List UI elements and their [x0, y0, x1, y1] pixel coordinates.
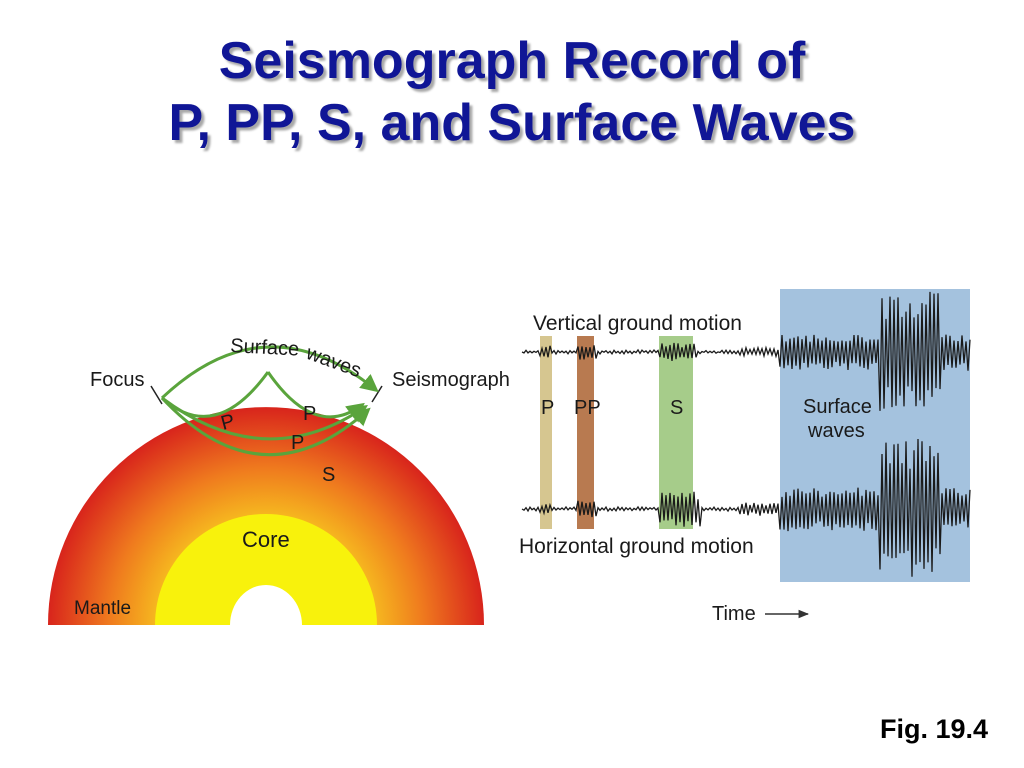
slide-title: Seismograph Record of P, PP, S, and Surf…	[0, 30, 1024, 154]
core-region	[155, 514, 377, 625]
p-wave-band	[540, 336, 552, 529]
surface-band-label-surface: Surface	[803, 396, 872, 418]
seismograph-label: Seismograph	[392, 369, 510, 391]
focus-marker	[150, 385, 163, 405]
core-label: Core	[242, 527, 290, 552]
s-wave-path	[160, 396, 371, 457]
pp-band-label: PP	[574, 397, 601, 419]
horizontal-motion-trace	[521, 438, 971, 577]
surface-waves-label-waves: waves	[302, 342, 364, 382]
time-label: Time	[712, 603, 756, 625]
vertical-motion-trace	[521, 291, 971, 411]
seismogram: Vertical ground motion Horizontal ground…	[519, 289, 971, 625]
surface-waves-label-surface: Surface	[230, 335, 300, 361]
title-line-2: P, PP, S, and Surface Waves	[168, 94, 856, 152]
focus-label: Focus	[90, 369, 144, 391]
p-wave-path	[161, 396, 368, 441]
seismograph-marker	[371, 385, 383, 403]
p-wave-label-1: P	[219, 410, 238, 435]
p-band-label: P	[541, 397, 554, 419]
pp-wave-band	[577, 336, 594, 529]
p-wave-label-3: P	[291, 432, 304, 454]
surface-wave-path	[160, 345, 379, 400]
mantle-label: Mantle	[74, 598, 131, 619]
horizontal-motion-label: Horizontal ground motion	[519, 535, 754, 558]
s-band-label: S	[670, 397, 683, 419]
wave-ray-paths	[160, 345, 379, 457]
earth-cross-section: Focus Seismograph Surface waves P P P S …	[48, 335, 510, 625]
figure-reference: Fig. 19.4	[879, 714, 988, 744]
s-wave-label: S	[322, 464, 335, 486]
p-wave-label-2: P	[303, 403, 316, 425]
s-wave-band	[659, 336, 693, 529]
vertical-motion-label: Vertical ground motion	[533, 312, 742, 335]
title-line-1: Seismograph Record of	[218, 32, 806, 90]
surface-band-label-waves: waves	[807, 420, 865, 442]
inner-core-cutout	[230, 585, 302, 625]
